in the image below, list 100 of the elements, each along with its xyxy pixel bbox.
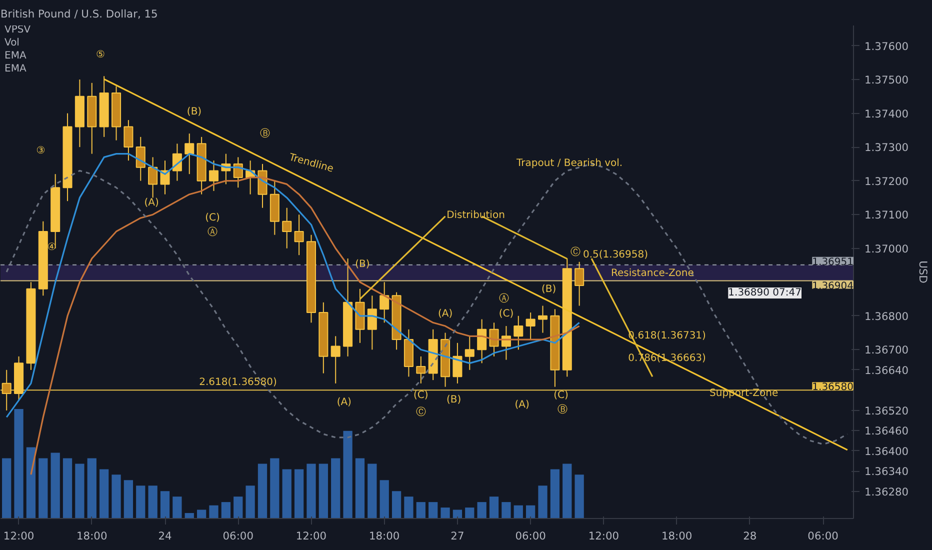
x-tick-label: 18:00: [76, 530, 108, 542]
annotation: (C): [498, 308, 514, 320]
candlestick: [514, 315, 524, 350]
bar: [526, 505, 536, 518]
chart-title: British Pound / U.S. Dollar, 15: [0, 8, 158, 20]
bar: [221, 502, 231, 518]
x-tick-label: 12:00: [296, 530, 327, 542]
annotation: (A): [514, 400, 530, 411]
annotation: Ⓐ: [208, 226, 218, 238]
candlestick: [330, 336, 340, 384]
annotation: Ⓑ: [557, 404, 568, 416]
annotation: (B): [446, 394, 462, 406]
y-tick-label: 1.37400: [864, 107, 909, 120]
candlestick: [367, 295, 377, 350]
bar: [100, 469, 109, 518]
annotation: (B): [186, 106, 202, 118]
candlestick: [526, 312, 536, 340]
annotation: (B): [542, 284, 556, 295]
y-tick-label: 1.36340: [864, 465, 909, 478]
bar: [538, 486, 548, 518]
annotation: (A): [438, 308, 453, 320]
annotation: Trapout / Bearish vol.: [516, 158, 623, 170]
y-tick-label: 1.37000: [864, 242, 909, 256]
annotation: (C): [414, 390, 428, 401]
bar: [136, 486, 146, 518]
candlestick: [148, 156, 158, 198]
x-tick-label: 06:00: [222, 530, 254, 542]
x-tick-label: 24: [158, 530, 172, 542]
annotation: (A): [336, 397, 352, 408]
candlestick: [416, 356, 426, 384]
bar: [562, 464, 572, 518]
ref-line-label: 1.36951: [812, 256, 854, 268]
annotation: EMA: [4, 64, 26, 74]
bar: [380, 480, 389, 518]
candlestick: [294, 214, 304, 256]
bar: [355, 458, 365, 518]
annotation: 0.5(1.36958): [582, 250, 648, 261]
bar: [477, 502, 486, 518]
annotation: EMA: [4, 50, 26, 62]
bar: [62, 458, 72, 518]
y-tick-label: 1.37200: [864, 174, 909, 188]
candlestick: [282, 207, 292, 249]
x-tick-label: 18:00: [661, 530, 692, 542]
x-tick-label: 18:00: [368, 530, 400, 542]
annotation: Vol: [4, 38, 20, 48]
bar: [2, 458, 12, 518]
annotation: Resistance-Zone: [610, 268, 694, 279]
y-tick-label: 1.37600: [864, 40, 909, 53]
candlestick: [477, 318, 487, 364]
bar: [50, 452, 60, 518]
y-tick-label: 1.36640: [864, 364, 909, 377]
bar: [160, 491, 170, 518]
bar: [282, 469, 292, 518]
bar: [14, 408, 24, 518]
bar: [404, 496, 414, 518]
annotation: (C): [205, 212, 220, 224]
bar: [87, 458, 96, 518]
ref-line-label: 1.36904: [812, 280, 854, 292]
annotation: ④: [47, 242, 56, 253]
y-tick-label: 1.36280: [864, 485, 909, 498]
annotation: (B): [355, 259, 370, 270]
bar: [514, 505, 523, 518]
bar: [368, 464, 377, 518]
annotation: 1.36890 07:47: [728, 288, 802, 299]
bar: [465, 508, 474, 518]
bar: [75, 464, 84, 518]
x-tick-label: 06:00: [808, 530, 839, 542]
y-tick-label: 1.36460: [864, 424, 909, 438]
x-tick-label: 27: [450, 530, 464, 542]
bar: [124, 480, 134, 518]
annotation: Ⓑ: [260, 127, 270, 140]
bar: [246, 486, 255, 518]
bar: [38, 458, 48, 518]
bar: [270, 458, 280, 518]
bar: [172, 496, 182, 518]
y-tick-label: 1.36520: [864, 404, 909, 418]
x-tick-label: 12:00: [588, 530, 620, 542]
bar: [489, 496, 499, 518]
candlestick: [452, 342, 462, 384]
bar: [209, 505, 218, 518]
bar: [258, 464, 268, 518]
bar: [574, 474, 584, 518]
bar: [550, 469, 560, 518]
candlestick: [184, 133, 194, 175]
bar: [294, 469, 304, 518]
y-tick-label: 1.36400: [864, 444, 909, 458]
candlestick: [489, 322, 499, 357]
annotation: Ⓐ: [498, 292, 509, 305]
bar: [184, 513, 194, 518]
candlestick: [464, 336, 474, 370]
bar: [318, 464, 328, 518]
bar: [343, 430, 352, 518]
bar: [428, 502, 438, 518]
candlestick: [124, 120, 134, 162]
y-axis-title: USD: [916, 260, 930, 284]
bar: [440, 508, 450, 518]
annotation: Ⓒ: [416, 406, 426, 418]
y-tick-label: 1.36800: [864, 310, 909, 323]
annotation: 2.618(1.36580): [199, 377, 278, 388]
bar: [452, 510, 462, 518]
